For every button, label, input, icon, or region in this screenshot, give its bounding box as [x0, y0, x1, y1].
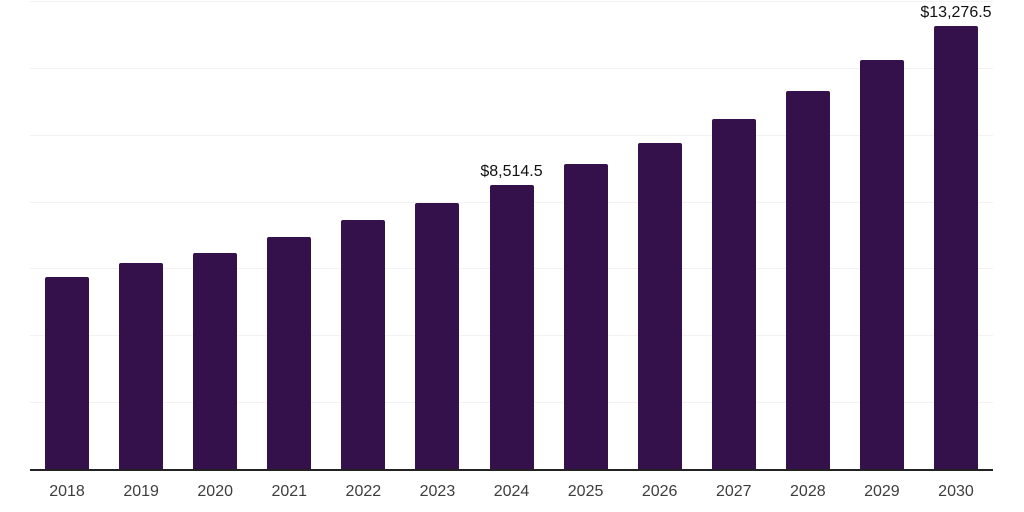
bar-column-2029	[845, 2, 919, 470]
bar-2025	[563, 164, 608, 470]
bar-column-2024: $8,514.5	[474, 2, 548, 470]
bar-column-2021	[252, 2, 326, 470]
bar-2028	[785, 91, 830, 470]
data-label-2030: $13,276.5	[920, 4, 992, 22]
bar-2029	[859, 60, 904, 470]
x-axis-tick-labels: 2018 2019 2020 2021 2022 2023 2024 2025 2026 2027…	[30, 483, 993, 501]
gridline-14000	[30, 1, 993, 2]
bar-column-2030: $13,276.5	[919, 2, 993, 470]
x-tick-label-2025: 2025	[567, 483, 604, 500]
x-tick-label-2027: 2027	[715, 483, 752, 500]
x-tick-label-2022: 2022	[345, 483, 382, 500]
bar-column-2027	[697, 2, 771, 470]
bar-2030	[933, 26, 978, 470]
bar-2020	[193, 252, 238, 470]
bar-2022	[341, 219, 386, 470]
x-tick-label-2030: 2030	[938, 483, 974, 500]
x-tick-label-2019: 2019	[123, 483, 159, 500]
x-axis-line	[30, 469, 993, 471]
bar-2021	[267, 237, 312, 470]
bar-column-2023	[400, 2, 474, 470]
x-tick-label-2018: 2018	[49, 483, 85, 500]
gridline-10000	[30, 134, 993, 136]
x-tick-label-2024: 2024	[493, 483, 530, 500]
bar-2023	[415, 202, 460, 470]
bar-2024	[489, 185, 534, 470]
bar-column-2025	[549, 2, 623, 470]
bar-2019	[119, 263, 164, 470]
x-tick-label-2021: 2021	[271, 483, 308, 500]
x-tick-label-2020: 2020	[197, 483, 233, 500]
bar-column-2026	[623, 2, 697, 470]
data-label-2024: $8,514.5	[480, 163, 543, 181]
x-tick-label-2028: 2028	[790, 483, 826, 500]
bar-series: $8,514.5 $13,276.5	[30, 2, 993, 470]
bar-column-2022	[326, 2, 400, 470]
x-tick-label-2029: 2029	[864, 483, 900, 500]
x-tick-label-2026: 2026	[641, 483, 678, 500]
bar-2027	[711, 119, 756, 470]
x-tick-label-2023: 2023	[419, 483, 456, 500]
bar-2026	[637, 143, 682, 470]
bar-column-2020	[178, 2, 252, 470]
bar-2018	[45, 277, 90, 470]
plot-area: $8,514.5 $13,276.5	[30, 1, 993, 471]
gridline-12000	[30, 67, 993, 69]
bar-column-2018	[30, 2, 104, 470]
bar-column-2019	[104, 2, 178, 470]
bar-column-2028	[771, 2, 845, 470]
